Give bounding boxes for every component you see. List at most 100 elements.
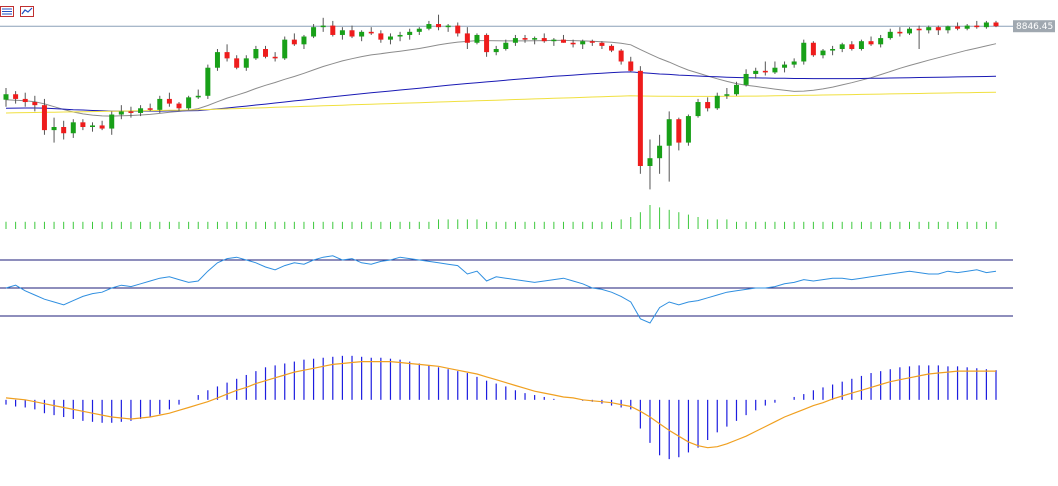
candle	[570, 39, 576, 48]
candle	[349, 25, 355, 39]
candle	[628, 56, 634, 73]
candle-body	[349, 30, 355, 37]
candle-body	[32, 102, 38, 106]
candle-body	[647, 158, 653, 166]
candle-body	[61, 127, 67, 134]
candle	[801, 39, 807, 65]
candle-body	[926, 27, 932, 31]
candle	[657, 134, 663, 174]
candle-body	[41, 105, 47, 131]
candle	[897, 27, 903, 37]
candle	[234, 55, 240, 70]
candle-body	[128, 111, 134, 113]
candle-body	[810, 42, 816, 56]
candle	[397, 31, 403, 42]
candle-body	[426, 24, 432, 29]
candle-body	[830, 49, 836, 51]
candle	[445, 24, 451, 32]
candle	[599, 41, 605, 49]
candle-body	[791, 61, 797, 65]
chart-properties-icon[interactable]	[20, 2, 34, 17]
candle-body	[195, 95, 201, 98]
candle	[359, 30, 365, 42]
candle	[22, 92, 28, 107]
candle	[541, 33, 547, 43]
candle-body	[974, 25, 980, 28]
candle-body	[858, 41, 864, 49]
candle-body	[695, 102, 701, 117]
candle	[118, 105, 124, 120]
candle	[455, 22, 461, 37]
candle-body	[359, 31, 365, 37]
candle	[503, 39, 509, 51]
candle	[714, 92, 720, 110]
candle	[426, 20, 432, 31]
candle	[387, 33, 393, 45]
candle	[51, 117, 57, 143]
moving-average-line-2	[5, 71, 997, 112]
candle	[330, 20, 336, 37]
candle-body	[234, 58, 240, 68]
objects-list-icon[interactable]	[0, 2, 14, 17]
candle	[253, 45, 259, 60]
candle	[637, 66, 643, 174]
candle-body	[253, 49, 259, 59]
candle-body	[983, 22, 989, 28]
candle	[782, 61, 788, 73]
moving-averages	[5, 39, 997, 117]
candlesticks	[3, 14, 999, 190]
candle	[436, 14, 442, 31]
candle	[762, 61, 768, 76]
candle	[80, 119, 86, 131]
candle	[705, 97, 711, 112]
candle-body	[609, 45, 615, 51]
candle-body	[849, 44, 855, 49]
candle-body	[282, 39, 288, 59]
candle-body	[224, 52, 230, 59]
candle-body	[512, 38, 518, 43]
candle-body	[657, 145, 663, 159]
candle	[70, 119, 76, 138]
candle	[320, 17, 326, 32]
candle-body	[205, 67, 211, 96]
candle	[695, 98, 701, 118]
candle	[676, 117, 682, 151]
candle	[685, 114, 691, 146]
candle	[522, 34, 528, 43]
candle	[887, 28, 893, 40]
candle	[272, 52, 278, 62]
candle	[205, 64, 211, 99]
candle	[224, 44, 230, 62]
candle-body	[311, 27, 317, 37]
candle-body	[157, 98, 163, 110]
candle-body	[762, 70, 768, 73]
candle	[291, 33, 297, 46]
candle-body	[138, 108, 144, 113]
candle-body	[301, 36, 307, 45]
candle-body	[820, 50, 826, 56]
candle-body	[90, 125, 96, 127]
candle	[263, 45, 269, 59]
candle-body	[743, 73, 749, 85]
candle-body	[839, 44, 845, 49]
candle	[532, 36, 538, 45]
candle	[282, 36, 288, 60]
candle-body	[541, 38, 547, 42]
candle-body	[801, 42, 807, 62]
candle	[378, 30, 384, 43]
candle-body	[455, 25, 461, 34]
candle	[551, 38, 557, 46]
macd-indicator	[5, 355, 997, 460]
moving-average-line-1	[5, 39, 997, 117]
price-tag: 8846.45	[1013, 20, 1055, 33]
candle-body	[666, 119, 672, 146]
candle-body	[339, 30, 345, 35]
candle-body	[868, 41, 874, 45]
candle-body	[637, 70, 643, 166]
candle	[339, 27, 345, 40]
candle	[147, 103, 153, 112]
candle	[906, 27, 912, 35]
candle-body	[935, 27, 941, 31]
candle	[945, 25, 951, 34]
